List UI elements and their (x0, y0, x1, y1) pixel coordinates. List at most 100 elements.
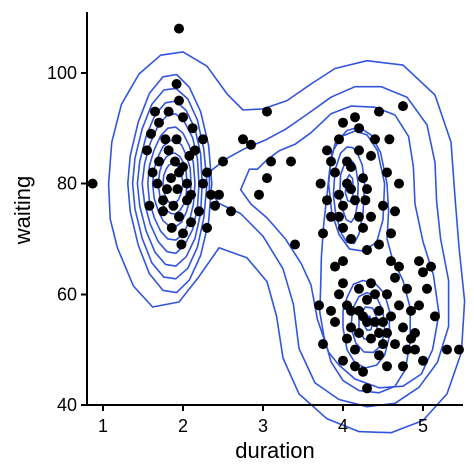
x-tick-label: 5 (418, 416, 428, 436)
data-point (386, 311, 396, 322)
data-point (418, 355, 428, 366)
data-point (226, 206, 236, 217)
data-point (366, 211, 376, 222)
data-point (384, 134, 395, 145)
data-point (174, 23, 184, 34)
data-point (398, 322, 408, 333)
data-point (202, 222, 212, 233)
data-point (350, 195, 360, 206)
data-point (338, 256, 348, 267)
data-point (160, 134, 171, 145)
data-point (374, 106, 384, 117)
data-point (338, 117, 348, 128)
data-point (398, 361, 408, 372)
data-point (418, 267, 428, 278)
data-point (262, 173, 272, 184)
data-point (382, 167, 392, 178)
data-point (414, 256, 424, 267)
data-point (330, 261, 340, 272)
data-point (178, 228, 188, 239)
data-point (382, 289, 392, 300)
data-point (362, 383, 372, 394)
data-point (390, 339, 400, 350)
data-point (162, 184, 172, 195)
data-point (262, 106, 272, 117)
data-point (366, 150, 376, 161)
data-point (144, 200, 155, 211)
x-tick-label: 4 (338, 416, 348, 436)
data-point (187, 123, 198, 134)
data-point (358, 222, 368, 233)
data-point (422, 283, 432, 294)
scatter-points (87, 23, 464, 394)
data-point (362, 294, 372, 305)
data-point (322, 195, 332, 206)
data-point (322, 145, 332, 156)
data-point (358, 173, 368, 184)
y-tick-label: 80 (57, 174, 77, 194)
data-point (354, 145, 364, 156)
x-tick-label: 1 (98, 416, 108, 436)
data-point (374, 239, 384, 250)
data-point (378, 200, 388, 211)
data-point (370, 317, 380, 327)
data-point (166, 222, 177, 233)
data-point (170, 156, 180, 167)
data-point (166, 173, 176, 184)
data-point (382, 361, 392, 372)
data-point (158, 206, 168, 217)
data-point (254, 189, 264, 200)
axes (86, 12, 463, 406)
data-point (318, 339, 328, 350)
data-point (214, 189, 224, 200)
data-point (398, 101, 408, 112)
data-point (210, 200, 220, 211)
data-point (338, 222, 348, 233)
x-tick-label: 2 (178, 416, 188, 436)
data-point (342, 333, 352, 344)
data-point (410, 344, 420, 355)
data-point (266, 156, 276, 167)
data-point (442, 344, 452, 355)
data-point (354, 328, 364, 338)
data-point (402, 283, 412, 294)
data-point (186, 217, 196, 228)
data-point (330, 317, 340, 327)
data-point (370, 134, 380, 145)
data-point (326, 211, 336, 222)
data-point (174, 95, 184, 106)
data-point (430, 311, 440, 322)
data-point (290, 239, 300, 250)
density-contour (350, 291, 386, 354)
density-contour (208, 85, 450, 408)
data-point (374, 305, 384, 316)
data-point (150, 106, 160, 117)
data-point (354, 211, 364, 222)
data-point (358, 366, 368, 377)
data-point (315, 178, 326, 189)
data-point (394, 178, 404, 189)
data-point (206, 189, 216, 200)
data-point (362, 184, 372, 195)
data-point (338, 278, 348, 289)
data-point (334, 289, 344, 300)
density-contours (107, 51, 466, 434)
data-point (346, 305, 356, 316)
data-point (334, 211, 344, 222)
data-point (382, 328, 392, 338)
data-point (406, 333, 416, 344)
data-point (374, 328, 384, 338)
data-point (154, 156, 164, 167)
data-point (171, 79, 182, 89)
data-point (342, 156, 352, 167)
data-point (414, 300, 424, 311)
data-point (378, 317, 388, 327)
data-point (178, 112, 188, 123)
data-point (330, 167, 340, 178)
data-point (174, 211, 184, 222)
data-point (454, 344, 464, 355)
data-point (334, 134, 344, 145)
axis-ticks (81, 71, 424, 411)
